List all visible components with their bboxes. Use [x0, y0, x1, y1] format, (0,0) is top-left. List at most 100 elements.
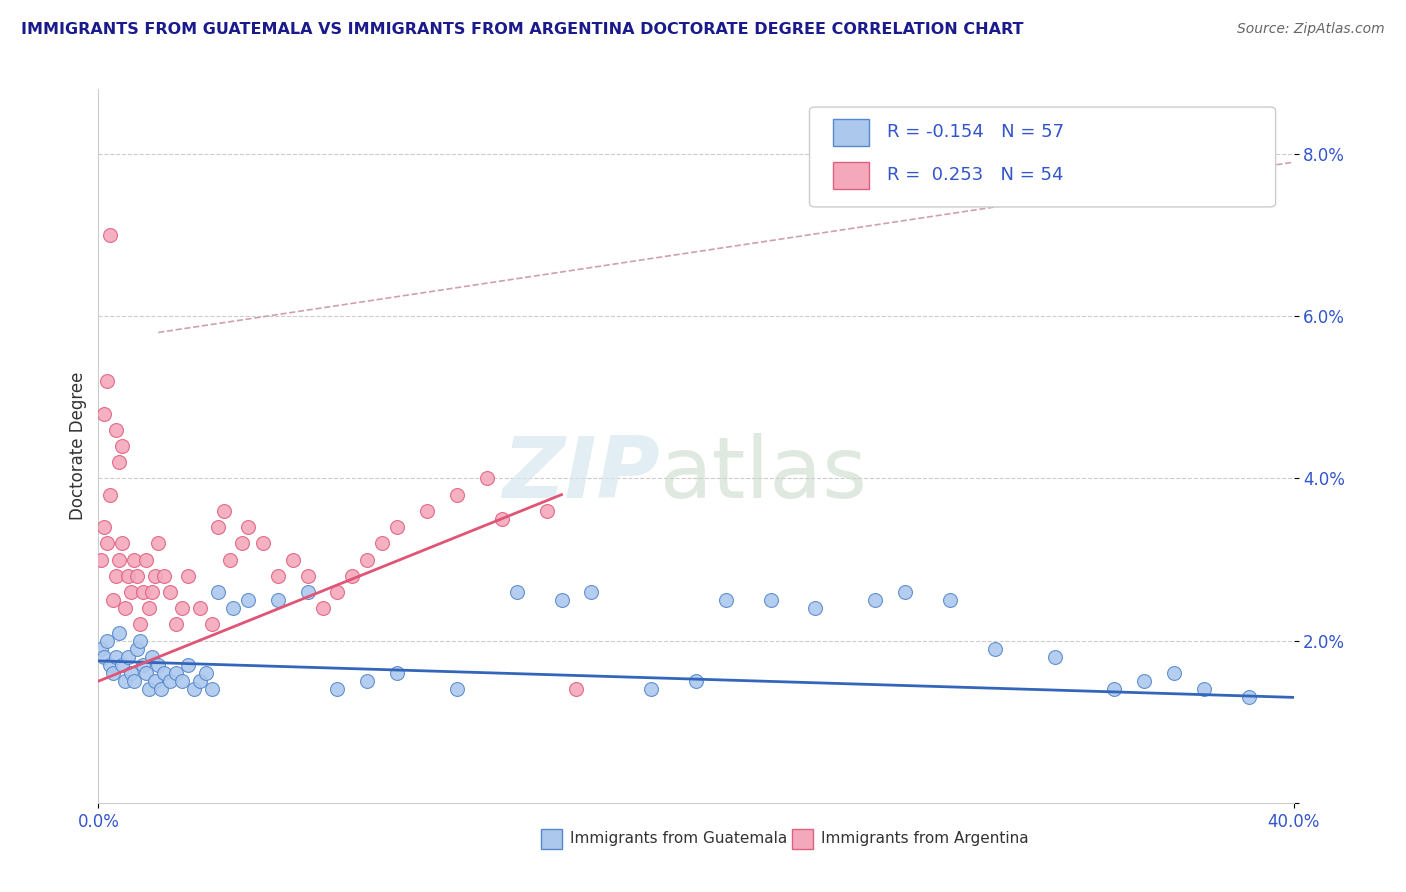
Point [124, 674, 146, 689]
Text: Immigrants from Guatemala: Immigrants from Guatemala [571, 831, 787, 846]
Text: R = -0.154   N = 57: R = -0.154 N = 57 [887, 123, 1064, 141]
Point [536, 504, 558, 518]
Point [90, 552, 112, 566]
Point [129, 633, 152, 648]
Point [120, 666, 142, 681]
Point [188, 601, 211, 615]
Point [475, 471, 498, 485]
Point [1237, 690, 1260, 705]
Point [177, 568, 200, 582]
Point [714, 593, 737, 607]
Point [172, 601, 194, 615]
Point [356, 552, 378, 566]
Point [281, 552, 304, 566]
Point [103, 593, 125, 607]
Point [98, 228, 122, 243]
Point [1043, 649, 1066, 664]
Point [252, 536, 274, 550]
Point [371, 536, 394, 550]
Point [356, 674, 378, 689]
Point [103, 666, 125, 681]
Point [117, 568, 139, 582]
Point [236, 520, 259, 534]
Point [491, 512, 513, 526]
Point [153, 568, 176, 582]
Point [93, 520, 115, 534]
Text: IMMIGRANTS FROM GUATEMALA VS IMMIGRANTS FROM ARGENTINA DOCTORATE DEGREE CORRELAT: IMMIGRANTS FROM GUATEMALA VS IMMIGRANTS … [21, 22, 1024, 37]
Point [267, 568, 290, 582]
Point [297, 585, 319, 599]
Point [93, 649, 115, 664]
Point [98, 488, 122, 502]
Point [108, 455, 131, 469]
Point [165, 666, 187, 681]
Point [93, 407, 115, 421]
Point [297, 568, 319, 582]
Point [804, 601, 827, 615]
Point [195, 666, 218, 681]
Point [236, 593, 259, 607]
Point [939, 593, 962, 607]
Point [565, 682, 588, 697]
Point [342, 568, 364, 582]
Point [222, 601, 245, 615]
Point [127, 568, 149, 582]
Point [1104, 682, 1126, 697]
Point [506, 585, 529, 599]
Point [132, 585, 155, 599]
Point [207, 585, 229, 599]
Point [267, 593, 290, 607]
Point [111, 536, 134, 550]
Point [111, 657, 134, 672]
Point [135, 552, 157, 566]
Point [183, 682, 205, 697]
Point [129, 617, 152, 632]
Point [96, 536, 118, 550]
Point [685, 674, 707, 689]
Point [165, 617, 187, 632]
Point [326, 585, 349, 599]
Point [231, 536, 253, 550]
Text: atlas: atlas [661, 433, 868, 516]
FancyBboxPatch shape [541, 830, 562, 849]
Point [201, 682, 224, 697]
Text: Immigrants from Argentina: Immigrants from Argentina [821, 831, 1029, 846]
Point [132, 657, 155, 672]
Point [124, 552, 146, 566]
Point [153, 666, 176, 681]
Y-axis label: Doctorate Degree: Doctorate Degree [69, 372, 87, 520]
Point [385, 666, 409, 681]
Point [416, 504, 439, 518]
Point [96, 374, 118, 388]
Point [143, 568, 166, 582]
Point [159, 674, 181, 689]
Point [114, 601, 136, 615]
Point [177, 657, 200, 672]
Point [1192, 682, 1215, 697]
Point [159, 585, 181, 599]
Point [105, 568, 128, 582]
Point [111, 439, 134, 453]
Point [127, 641, 149, 656]
Point [865, 593, 887, 607]
Point [640, 682, 662, 697]
FancyBboxPatch shape [792, 830, 813, 849]
Point [326, 682, 349, 697]
Point [141, 585, 163, 599]
Point [135, 666, 157, 681]
FancyBboxPatch shape [834, 120, 869, 146]
Point [117, 649, 139, 664]
Point [759, 593, 782, 607]
Point [138, 601, 160, 615]
Point [138, 682, 160, 697]
Point [150, 682, 173, 697]
Point [1133, 674, 1156, 689]
Point [385, 520, 409, 534]
Point [108, 625, 131, 640]
Point [207, 520, 229, 534]
FancyBboxPatch shape [810, 107, 1275, 207]
Point [108, 552, 131, 566]
Text: R =  0.253   N = 54: R = 0.253 N = 54 [887, 166, 1064, 184]
Point [120, 585, 142, 599]
Point [114, 674, 136, 689]
